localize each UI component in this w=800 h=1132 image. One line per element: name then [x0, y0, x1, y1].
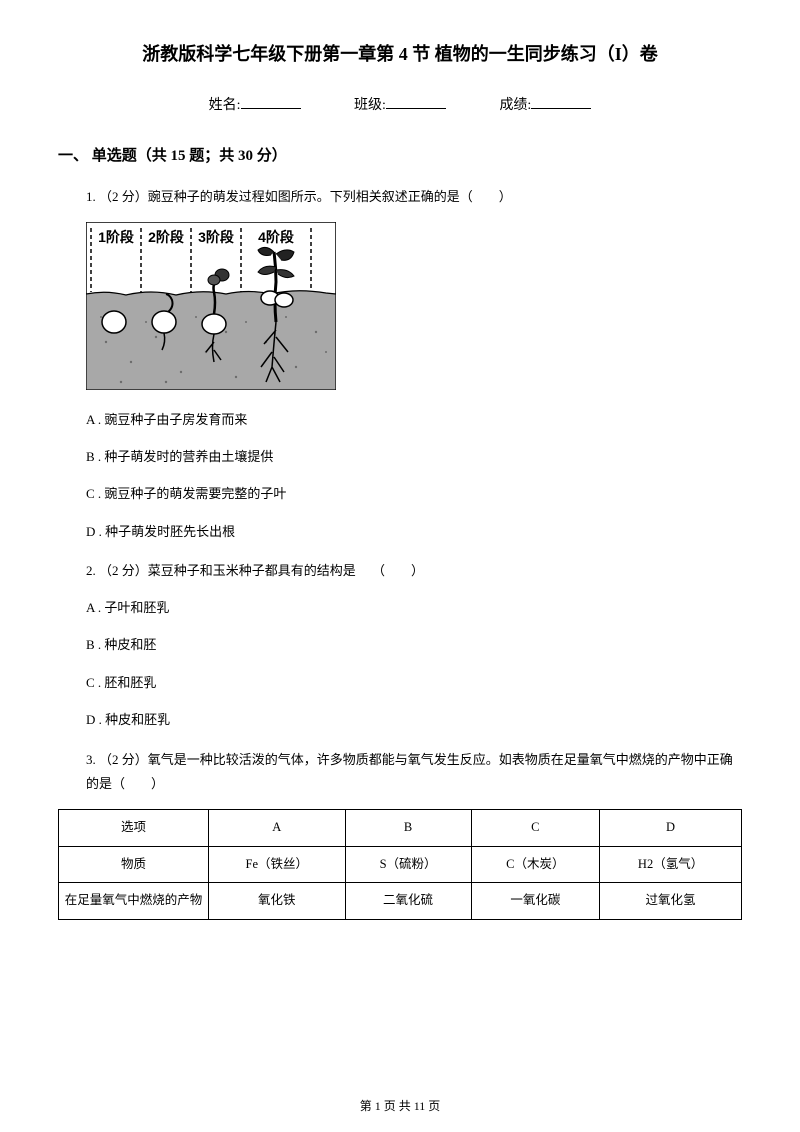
stage1-label: 1阶段: [98, 229, 134, 245]
q2-optC: C . 胚和胚乳: [86, 671, 742, 694]
r2-0: 在足量氧气中燃烧的产物: [59, 883, 209, 920]
q1-optB: B . 种子萌发时的营养由土壤提供: [86, 445, 742, 468]
th-4: D: [600, 809, 742, 846]
r1-3: C（木炭）: [471, 846, 600, 883]
q2-optD: D . 种皮和胚乳: [86, 708, 742, 731]
score-label: 成绩:: [499, 94, 531, 114]
section-header: 一、 单选题（共 15 题；共 30 分）: [58, 144, 742, 165]
question-3: 3. （2 分）氧气是一种比较活泼的气体，许多物质都能与氧气发生反应。如表物质在…: [86, 748, 742, 921]
q1-text: 1. （2 分）豌豆种子的萌发过程如图所示。下列相关叙述正确的是（ ）: [86, 185, 742, 210]
r2-3: 一氧化碳: [471, 883, 600, 920]
q3-text: 3. （2 分）氧气是一种比较活泼的气体，许多物质都能与氧气发生反应。如表物质在…: [86, 748, 742, 797]
info-row: 姓名: 班级: 成绩:: [58, 94, 742, 114]
class-label: 班级:: [354, 94, 386, 114]
r2-1: 氧化铁: [209, 883, 346, 920]
th-2: B: [345, 809, 471, 846]
class-blank: [386, 108, 446, 109]
q2-optA: A . 子叶和胚乳: [86, 596, 742, 619]
q2-text: 2. （2 分）菜豆种子和玉米种子都具有的结构是 （ ）: [86, 559, 742, 584]
stage3-label: 3阶段: [198, 229, 234, 245]
q1-optD: D . 种子萌发时胚先长出根: [86, 520, 742, 543]
th-1: A: [209, 809, 346, 846]
th-0: 选项: [59, 809, 209, 846]
q1-optA: A . 豌豆种子由子房发育而来: [86, 408, 742, 431]
r1-2: S（硫粉）: [345, 846, 471, 883]
r1-4: H2（氢气）: [600, 846, 742, 883]
score-blank: [531, 108, 591, 109]
page-title: 浙教版科学七年级下册第一章第 4 节 植物的一生同步练习（I）卷: [58, 40, 742, 66]
name-blank: [241, 108, 301, 109]
q1-figure: 1阶段 2阶段 3阶段 4阶段: [86, 222, 742, 390]
page-footer: 第 1 页 共 11 页: [0, 1097, 800, 1114]
th-3: C: [471, 809, 600, 846]
name-label: 姓名:: [209, 94, 241, 114]
q2-optB: B . 种皮和胚: [86, 633, 742, 656]
stage4-label: 4阶段: [258, 229, 294, 245]
question-2: 2. （2 分）菜豆种子和玉米种子都具有的结构是 （ ） A . 子叶和胚乳 B…: [86, 559, 742, 731]
stage2-label: 2阶段: [148, 229, 184, 245]
r2-2: 二氧化硫: [345, 883, 471, 920]
question-1: 1. （2 分）豌豆种子的萌发过程如图所示。下列相关叙述正确的是（ ） 1阶段 …: [86, 185, 742, 543]
r2-4: 过氧化氢: [600, 883, 742, 920]
r1-1: Fe（铁丝）: [209, 846, 346, 883]
q1-optC: C . 豌豆种子的萌发需要完整的子叶: [86, 482, 742, 505]
r1-0: 物质: [59, 846, 209, 883]
q3-table: 选项 A B C D 物质 Fe（铁丝） S（硫粉） C（木炭） H2（氢气） …: [58, 809, 742, 920]
